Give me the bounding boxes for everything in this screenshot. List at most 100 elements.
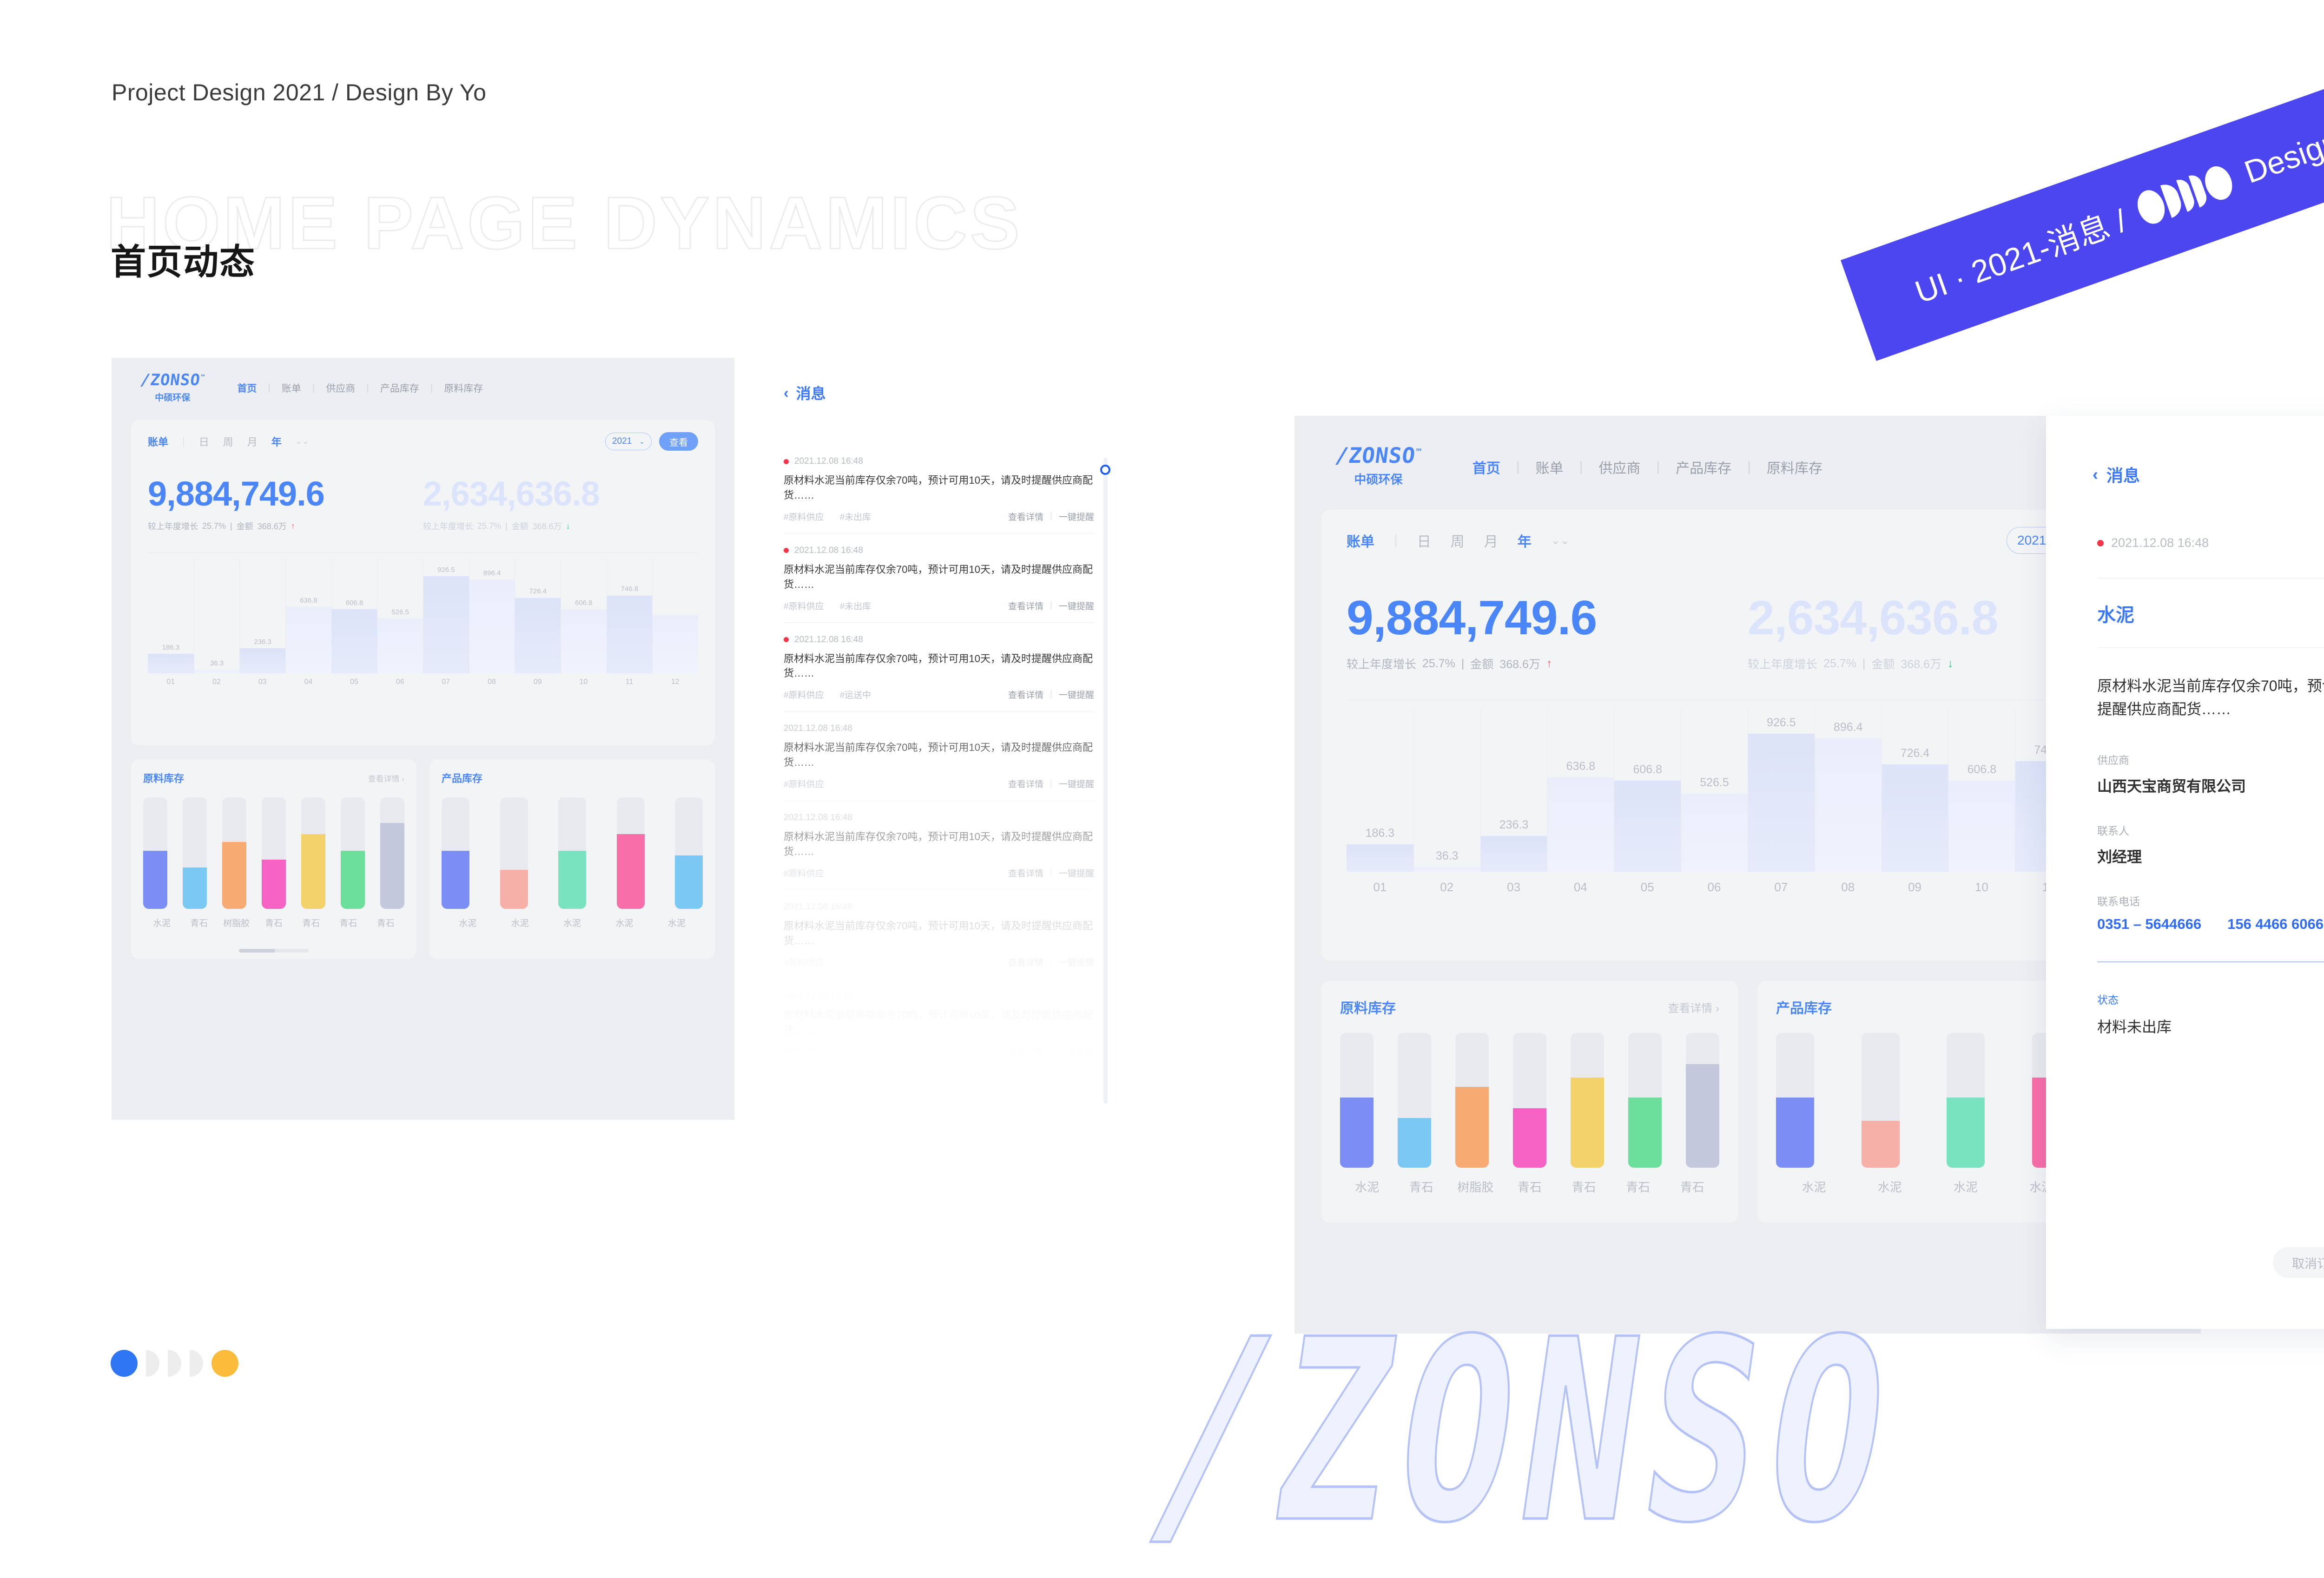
dot-half-3[interactable]: [190, 1350, 203, 1377]
tab-week[interactable]: 周: [1450, 534, 1465, 550]
one-click-remind-link[interactable]: 一键提醒: [1058, 690, 1094, 701]
year-select[interactable]: 2021 ⌄: [605, 433, 652, 450]
bar-fill: [377, 618, 423, 673]
view-detail-link[interactable]: 查看详情: [1008, 690, 1044, 701]
inventory-tube-fill: [1513, 1108, 1546, 1168]
small-tabs[interactable]: 账单 | 日 周 月 年 ⌄⌄: [148, 434, 309, 449]
bar-column: 636.8: [1547, 709, 1614, 872]
message-scrollbar-thumb[interactable]: [1100, 465, 1110, 475]
nav-item-bills[interactable]: 账单: [281, 383, 301, 394]
tab-month[interactable]: 月: [247, 436, 257, 448]
tab-bills[interactable]: 账单: [1347, 534, 1374, 550]
large-tabs[interactable]: 账单 | 日 周 月 年 ⌄⌄: [1347, 530, 1570, 551]
bar-value-label: 526.5: [1700, 776, 1729, 789]
inventory-tube: [1340, 1033, 1373, 1168]
inventory-tube: [442, 797, 469, 909]
tab-week[interactable]: 周: [223, 436, 233, 448]
raw-inventory-title: 原料库存: [1340, 1001, 1396, 1016]
brand-cn: 中硕环保: [1354, 473, 1403, 487]
kpi-growth-value: 25.7%: [1823, 657, 1856, 670]
message-list-item[interactable]: 2021.12.08 16:48 原材料水泥当前库存仅余70吨，预计可用10天，请…: [784, 444, 1094, 533]
message-text: 原材料水泥当前库存仅余70吨，预计可用10天，请及时提醒供应商配货……: [784, 474, 1093, 501]
inventory-tube-fill: [500, 870, 528, 909]
message-list-header: ‹ 消息: [762, 362, 1116, 403]
chevron-left-icon[interactable]: ‹: [784, 384, 789, 401]
message-list-item[interactable]: 2021.12.08 16:48 原材料水泥当前库存仅余70吨，预计可用10天，请…: [784, 711, 1094, 801]
tab-day[interactable]: 日: [1417, 534, 1431, 550]
inventory-tube: [301, 797, 325, 909]
inventory-tube-label: 青石: [1518, 1180, 1542, 1194]
search-button[interactable]: 查看: [659, 432, 698, 451]
chevron-left-icon[interactable]: ‹: [2093, 465, 2098, 484]
tab-more-icon[interactable]: ⌄⌄: [1551, 534, 1570, 547]
one-click-remind-link[interactable]: 一键提醒: [1058, 512, 1094, 522]
one-click-remind-link[interactable]: 一键提醒: [1058, 601, 1094, 611]
nav-divider: |: [1747, 459, 1751, 474]
dot-half-1[interactable]: [146, 1350, 159, 1377]
message-scrollbar-track[interactable]: [1103, 458, 1108, 1104]
dot-active[interactable]: [111, 1350, 138, 1377]
x-tick-label: 03: [258, 678, 267, 686]
field-label: 供应商: [2097, 754, 2129, 767]
nav-item-suppliers[interactable]: 供应商: [326, 383, 356, 394]
raw-inventory-more[interactable]: 查看详情 ›: [1668, 1002, 1719, 1015]
product-inventory-title: 产品库存: [1776, 1001, 1832, 1016]
dot-accent[interactable]: [211, 1350, 238, 1377]
nav-item-product-stock[interactable]: 产品库存: [380, 383, 419, 394]
ribbon-glyphs-left: [2133, 162, 2237, 228]
dot-half-2[interactable]: [168, 1350, 181, 1377]
nav-item-product-stock[interactable]: 产品库存: [1676, 461, 1732, 476]
nav-item-raw-stock[interactable]: 原料库存: [444, 383, 483, 394]
chart-bars: 186.3 36.3 236.3 636.8 606.8 526.5 926.5 896.4 7…: [1347, 700, 2149, 872]
inventory-tube: [1628, 1033, 1662, 1168]
nav-divider: |: [312, 382, 315, 393]
tab-more-icon[interactable]: ⌄⌄: [295, 437, 309, 446]
nav-item-raw-stock[interactable]: 原料库存: [1767, 461, 1822, 476]
kpi-growth-label: 较上年度增长: [423, 522, 473, 531]
cancel-order-button[interactable]: 取消订单: [2273, 1247, 2324, 1278]
nav-item-home[interactable]: 首页: [1472, 461, 1500, 476]
inventory-tube-fill: [1455, 1087, 1489, 1168]
slide-indicator[interactable]: [111, 1350, 238, 1377]
tab-bills[interactable]: 账单: [148, 436, 169, 448]
tab-month[interactable]: 月: [1484, 534, 1498, 550]
nav-item-bills[interactable]: 账单: [1535, 461, 1564, 476]
inventory-tube-fill: [675, 855, 703, 909]
view-detail-link[interactable]: 查看详情: [1008, 780, 1044, 790]
bar-column: 636.8: [285, 559, 331, 673]
inventory-tube: [1455, 1033, 1489, 1168]
bar-value-label: 636.8: [300, 597, 317, 605]
inventory-tube-label: 青石: [339, 919, 357, 928]
x-tick-label: 08: [488, 678, 496, 686]
view-detail-link[interactable]: 查看详情: [1008, 601, 1044, 611]
large-nav-items[interactable]: 首页 | 账单 | 供应商 | 产品库存 | 原料库存: [1472, 457, 1822, 477]
bar-fill: [148, 654, 194, 673]
small-nav: /ZONSO™ 中硕环保 首页 | 账单 | 供应商 | 产品库存 | 原料库存: [112, 358, 734, 403]
inventory-tube: [262, 797, 286, 909]
kpi-value: 9,884,749.6: [148, 474, 325, 513]
inventory-tube-label: 水泥: [153, 919, 171, 928]
message-list-item[interactable]: 2021.12.08 16:48 原材料水泥当前库存仅余70吨，预计可用10天，请…: [784, 801, 1094, 890]
one-click-remind-link[interactable]: 一键提醒: [1058, 780, 1094, 790]
tab-day[interactable]: 日: [198, 436, 209, 448]
message-list-item[interactable]: 2021.12.08 16:48 原材料水泥当前库存仅余70吨，预计可用10天，请…: [784, 623, 1094, 712]
nav-item-home[interactable]: 首页: [237, 383, 257, 394]
inventory-scroll-indicator[interactable]: [239, 949, 309, 953]
nav-item-suppliers[interactable]: 供应商: [1598, 461, 1641, 476]
inventory-tube: [500, 797, 528, 909]
phone-mobile[interactable]: 156 4466 6066: [2227, 916, 2324, 933]
inventory-tube-label: 青石: [376, 919, 395, 928]
bills-bar-chart-large: 186.3 36.3 236.3 636.8 606.8 526.5 926.5 896.4 7…: [1347, 700, 2149, 872]
bar-column: 526.5: [1681, 709, 1748, 872]
raw-inventory-card: 原料库存 查看详情 › 水泥 青石 树脂胶 青石 青石 青石 青石: [1321, 981, 1738, 1223]
message-list-item[interactable]: 2021.12.08 16:48 原材料水泥当前库存仅余70吨，预计可用10天，请…: [784, 533, 1094, 623]
phone-landline[interactable]: 0351 – 5644666: [2097, 916, 2202, 933]
tab-year[interactable]: 年: [1517, 534, 1532, 550]
bar-value-label: 896.4: [1833, 721, 1863, 734]
tab-year[interactable]: 年: [271, 436, 282, 448]
x-tick-label: 11: [625, 678, 634, 686]
inventory-tube-label: 水泥: [511, 919, 529, 928]
view-detail-link[interactable]: 查看详情: [1008, 512, 1044, 522]
small-nav-items[interactable]: 首页 | 账单 | 供应商 | 产品库存 | 原料库存: [237, 381, 483, 395]
raw-inventory-more[interactable]: 查看详情 ›: [368, 774, 404, 783]
